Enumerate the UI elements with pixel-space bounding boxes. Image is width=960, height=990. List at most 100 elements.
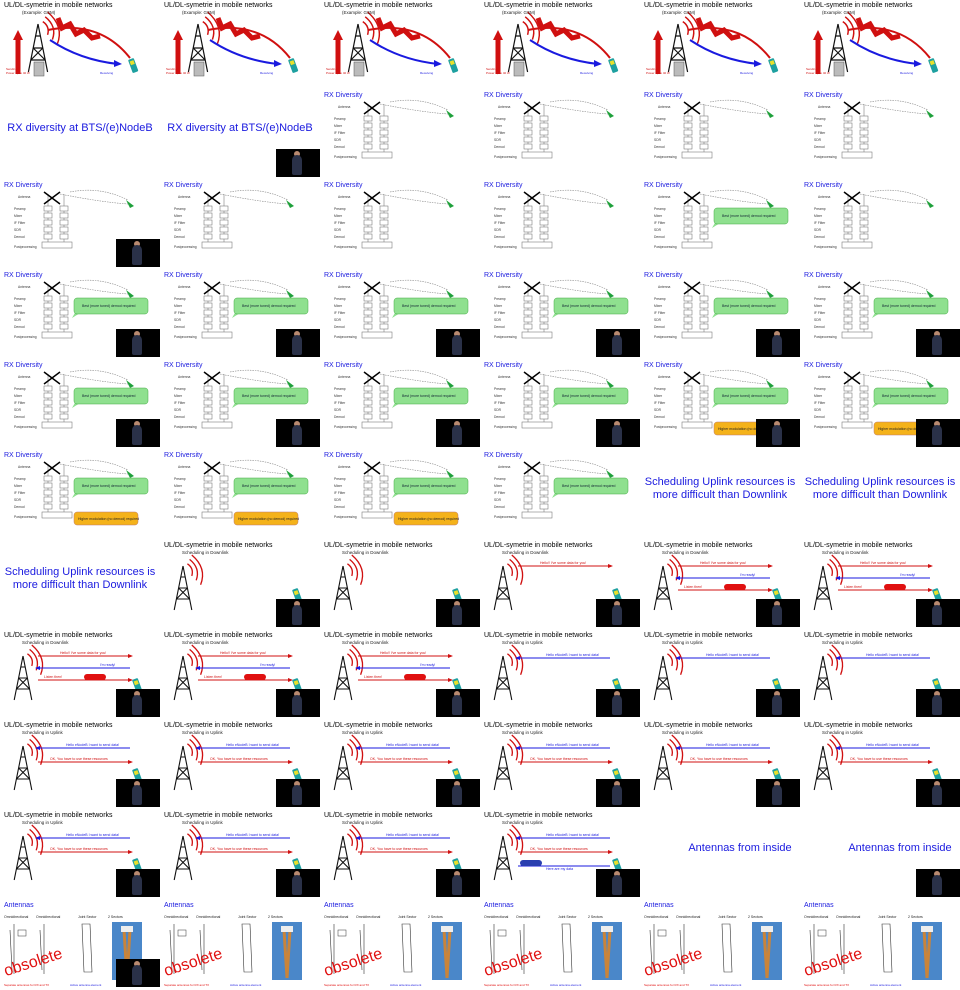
slide-thumbnail[interactable]: Hello eNodeB I want to send data! UL/DL-… (640, 630, 800, 720)
speaker-body (452, 335, 462, 355)
slide-title: RX Diversity (4, 452, 43, 459)
slide-thumbnail[interactable]: RX diversity at BTS/(e)NodeB (160, 90, 320, 180)
slide-thumbnail[interactable]: Hello!! I've some data for you! I'm ready… (0, 630, 160, 720)
slide-thumbnail[interactable]: Antenna Preamp Mixer IF Filter SDR Demod Postp… (480, 180, 640, 270)
slide-thumbnail[interactable]: Antenna Preamp Mixer IF Filter SDR Demod Postp… (0, 180, 160, 270)
slide-thumbnail[interactable]: Hello eNodeB I want to send data! OK, You… (480, 720, 640, 810)
slide-thumbnail[interactable]: Hello!! I've some data for you! I'm ready… (320, 630, 480, 720)
cell-tower-icon (333, 644, 364, 701)
slide-thumbnail[interactable]: Omnidirectional Omnidirectional Joint Se… (640, 900, 800, 990)
slide-thumbnail[interactable]: Sending Power up to 40 W Receiving UL/DL… (480, 0, 640, 90)
slide-thumbnail[interactable]: Hello eNodeB I want to send data! UL/DL-… (480, 630, 640, 720)
slide-thumbnail[interactable]: Antenna Preamp Mixer IF Filter SDR Demod Postp… (320, 90, 480, 180)
slide-thumbnail[interactable]: Hello eNodeB I want to send data! UL/DL-… (800, 630, 960, 720)
slide-thumbnail[interactable]: UL/DL-symetrie in mobile networks Schedul… (320, 540, 480, 630)
svg-text:SDR: SDR (334, 138, 342, 142)
svg-text:Best (more tuned) demod requir: Best (more tuned) demod required (722, 304, 776, 308)
slide-thumbnail[interactable]: Sending Power up to 40 W Receiving UL/DL… (800, 0, 960, 90)
speaker-head (774, 691, 780, 697)
slide-thumbnail[interactable]: Antennas from inside (800, 810, 960, 900)
slide-thumbnail[interactable]: Hello!! I've some data for you! I'm ready… (160, 630, 320, 720)
slide-thumbnail[interactable]: Omnidirectional Omnidirectional Joint Se… (800, 900, 960, 990)
speaker-head (134, 691, 140, 697)
slide-thumbnail[interactable]: Sending Power up to 40 W Receiving UL/DL… (0, 0, 160, 90)
svg-text:Mixer: Mixer (814, 304, 823, 308)
slide-thumbnail[interactable]: Antenna Preamp Mixer IF Filter SDR Demod Postp… (160, 270, 320, 360)
slide-title: RX Diversity (804, 272, 843, 279)
slide-subtitle: Scheduling in Downlink (822, 550, 869, 555)
slide-thumbnail[interactable]: Hello eNodeB I want to send data! OK, You… (320, 720, 480, 810)
svg-text:Omnidirectional: Omnidirectional (644, 915, 669, 919)
speaker-body (932, 335, 942, 355)
slide-thumbnail[interactable]: RX diversity at BTS/(e)NodeB (0, 90, 160, 180)
slide-thumbnail[interactable]: Antenna Preamp Mixer IF Filter SDR Demod Postp… (0, 360, 160, 450)
slide-thumbnail[interactable]: Antenna Preamp Mixer IF Filter SDR Demod Postp… (320, 360, 480, 450)
slide-thumbnail[interactable]: Antennas from inside (640, 810, 800, 900)
slide-thumbnail[interactable]: Hello eNodeB I want to send data! OK, You… (160, 720, 320, 810)
speaker-body (132, 335, 142, 355)
slide-thumbnail[interactable]: Sending Power up to 40 W Receiving UL/DL… (160, 0, 320, 90)
cell-tower-icon (493, 644, 524, 701)
slide-thumbnail[interactable]: Antenna Preamp Mixer IF Filter SDR Demod Postp… (640, 90, 800, 180)
slide-thumbnail[interactable]: Antenna Preamp Mixer IF Filter SDR Demod Postp… (0, 450, 160, 540)
slide-thumbnail[interactable]: Antenna Preamp Mixer IF Filter SDR Demod Postp… (480, 270, 640, 360)
slide-thumbnail[interactable]: Antenna Preamp Mixer IF Filter SDR Demod Postp… (800, 360, 960, 450)
slide-thumbnail[interactable]: Antenna Preamp Mixer IF Filter SDR Demod Postp… (160, 180, 320, 270)
slide-thumbnail[interactable]: Omnidirectional Omnidirectional Joint Se… (0, 900, 160, 990)
speaker-head (134, 961, 140, 967)
slide-thumbnail[interactable]: Hello!! I've some data for you! UL/DL-sy… (480, 540, 640, 630)
slide-thumbnail[interactable]: Omnidirectional Omnidirectional Joint Se… (320, 900, 480, 990)
slide-thumbnail[interactable]: Hello eNodeB I want to send data! OK, You… (320, 810, 480, 900)
svg-text:Mixer: Mixer (334, 484, 343, 488)
slide-thumbnail[interactable]: Scheduling Uplink resources is more diff… (0, 540, 160, 630)
slide-thumbnail[interactable]: Antenna Preamp Mixer IF Filter SDR Demod Postp… (480, 360, 640, 450)
scheduling-diagram: Hello eNodeB I want to send data! OK, You… (13, 824, 143, 881)
slide-subtitle: Scheduling in Uplink (22, 820, 63, 825)
speaker-head (934, 691, 940, 697)
slide-thumbnail[interactable]: Hello eNodeB I want to send data! OK, You… (0, 810, 160, 900)
slide-thumbnail[interactable]: Antenna Preamp Mixer IF Filter SDR Demod Postp… (800, 90, 960, 180)
slide-thumbnail[interactable]: Sending Power up to 40 W Receiving UL/DL… (320, 0, 480, 90)
slide-thumbnail[interactable]: Hello eNodeB I want to send data! OK, You… (800, 720, 960, 810)
svg-text:SDR: SDR (814, 138, 822, 142)
slide-thumbnail[interactable]: Antenna Preamp Mixer IF Filter SDR Demod Postp… (320, 450, 480, 540)
svg-text:Antenna: Antenna (178, 375, 190, 379)
cell-tower-icon (813, 644, 844, 701)
slide-thumbnail[interactable]: Hello eNodeB I want to send data! OK, You… (640, 720, 800, 810)
slide-thumbnail[interactable]: Scheduling Uplink resources is more diff… (640, 450, 800, 540)
slide-thumbnail[interactable]: Hello!! I've some data for you! I'm ready… (640, 540, 800, 630)
speaker-video (436, 869, 480, 897)
slide-thumbnail[interactable]: Scheduling Uplink resources is more diff… (800, 450, 960, 540)
slide-thumbnail[interactable]: Antenna Preamp Mixer IF Filter SDR Demod Postp… (160, 450, 320, 540)
slide-thumbnail[interactable]: Antenna Preamp Mixer IF Filter SDR Demod Postp… (320, 270, 480, 360)
slide-thumbnail[interactable]: Antenna Preamp Mixer IF Filter SDR Demod Postp… (800, 270, 960, 360)
slide-thumbnail[interactable]: Omnidirectional Omnidirectional Joint Se… (160, 900, 320, 990)
rx-diversity-diagram: Antenna Preamp Mixer IF Filter SDR Demod Postp… (174, 189, 294, 249)
slide-thumbnail[interactable]: Antenna Preamp Mixer IF Filter SDR Demod Postp… (640, 180, 800, 270)
slide-thumbnail[interactable]: Hello eNodeB I want to send data! OK, You… (0, 720, 160, 810)
slide-thumbnail[interactable]: Antenna Preamp Mixer IF Filter SDR Demod Postp… (160, 360, 320, 450)
slide-thumbnail[interactable]: Antenna Preamp Mixer IF Filter SDR Demod Postp… (640, 270, 800, 360)
svg-text:IF Filter: IF Filter (814, 311, 826, 315)
slide-thumbnail[interactable]: Hello!! I've some data for you! I'm ready… (800, 540, 960, 630)
slide-thumbnail[interactable]: Antenna Preamp Mixer IF Filter SDR Demod Postp… (0, 270, 160, 360)
antennas-diagram: Omnidirectional Omnidirectional Joint Se… (802, 915, 942, 987)
slide-thumbnail[interactable]: Antenna Preamp Mixer IF Filter SDR Demod Postp… (800, 180, 960, 270)
slide-thumbnail[interactable]: Hello eNodeB I want to send data! OK, You… (160, 810, 320, 900)
slide-subtitle: Scheduling in Uplink (182, 820, 223, 825)
slide-thumbnail[interactable]: Antenna Preamp Mixer IF Filter SDR Demod Postp… (480, 90, 640, 180)
speaker-head (134, 241, 140, 247)
scheduling-diagram: Hello eNodeB I want to send data! OK, You… (493, 734, 623, 791)
svg-text:Active antenna element: Active antenna element (390, 983, 422, 987)
svg-text:Hello eNodeB I want to send da: Hello eNodeB I want to send data! (866, 743, 919, 747)
slide-thumbnail[interactable]: Antenna Preamp Mixer IF Filter SDR Demod Postp… (480, 450, 640, 540)
slide-thumbnail[interactable]: Hello eNodeB I want to send data! OK, You… (480, 810, 640, 900)
slide-title: RX Diversity (164, 182, 203, 189)
slide-thumbnail[interactable]: Antenna Preamp Mixer IF Filter SDR Demod Postp… (320, 180, 480, 270)
slide-thumbnail[interactable]: Omnidirectional Omnidirectional Joint Se… (480, 900, 640, 990)
speaker-body (292, 785, 302, 805)
slide-thumbnail[interactable]: UL/DL-symetrie in mobile networks Schedul… (160, 540, 320, 630)
slide-thumbnail[interactable]: Antenna Preamp Mixer IF Filter SDR Demod Postp… (640, 360, 800, 450)
slide-thumbnail[interactable]: Sending Power up to 40 W Receiving UL/DL… (640, 0, 800, 90)
slide-subtitle: Scheduling in Uplink (342, 820, 383, 825)
